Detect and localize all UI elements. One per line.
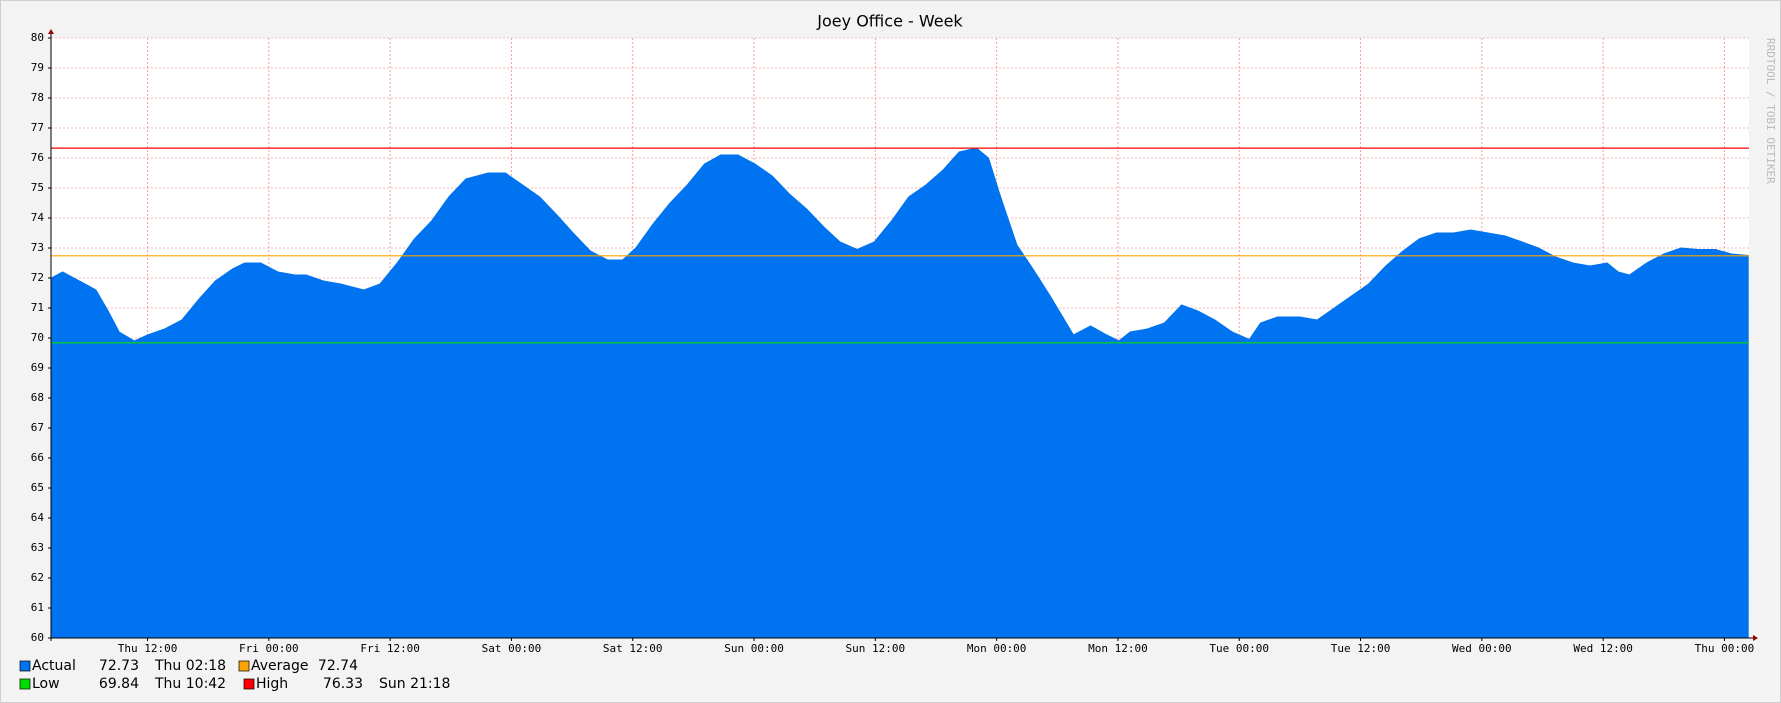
x-tick-label: Sat 12:00: [603, 642, 663, 655]
x-tick-label: Sun 00:00: [724, 642, 784, 655]
x-tick-label: Thu 12:00: [118, 642, 178, 655]
y-tick-label: 79: [31, 61, 44, 74]
x-tick-label: Tue 00:00: [1209, 642, 1269, 655]
legend-label: Average: [251, 658, 309, 674]
watermark: RRDTOOL / TOBI OETIKER: [1764, 38, 1777, 184]
x-tick-label: Wed 00:00: [1452, 642, 1512, 655]
y-tick-label: 80: [31, 31, 44, 44]
legend-swatch: [19, 678, 31, 690]
y-tick-label: 60: [31, 631, 44, 644]
legend-time: Thu 02:18: [154, 658, 226, 674]
y-tick-label: 65: [31, 481, 44, 494]
y-tick-label: 78: [31, 91, 44, 104]
area-fill: [51, 148, 1749, 638]
y-tick-label: 69: [31, 361, 44, 374]
legend-time: Sun 21:18: [379, 676, 450, 692]
y-tick-label: 72: [31, 271, 44, 284]
axis-arrow: [1753, 635, 1758, 641]
y-tick-label: 68: [31, 391, 44, 404]
y-tick-label: 74: [31, 211, 45, 224]
y-tick-label: 76: [31, 151, 44, 164]
x-tick-label: Sun 12:00: [846, 642, 906, 655]
legend-label: High: [256, 676, 288, 692]
legend-value: 76.33: [323, 676, 363, 692]
chart-title: Joey Office - Week: [816, 12, 963, 31]
y-tick-label: 64: [31, 511, 45, 524]
y-tick-label: 70: [31, 331, 44, 344]
x-tick-label: Mon 00:00: [967, 642, 1027, 655]
legend-time: Thu 10:42: [154, 676, 226, 692]
y-tick-label: 67: [31, 421, 44, 434]
y-tick-label: 66: [31, 451, 44, 464]
x-tick-label: Fri 12:00: [360, 642, 420, 655]
legend-swatch: [238, 660, 250, 672]
x-tick-label: Mon 12:00: [1088, 642, 1148, 655]
x-tick-label: Tue 12:00: [1331, 642, 1391, 655]
legend-label: Low: [32, 676, 60, 692]
x-tick-label: Thu 00:00: [1695, 642, 1755, 655]
axis-arrow: [48, 29, 54, 34]
legend-value: 69.84: [99, 676, 139, 692]
x-tick-label: Wed 12:00: [1573, 642, 1633, 655]
legend-label: Actual: [32, 658, 76, 674]
legend-swatch: [243, 678, 255, 690]
y-tick-label: 63: [31, 541, 44, 554]
x-tick-label: Fri 00:00: [239, 642, 299, 655]
x-tick-label: Sat 00:00: [482, 642, 542, 655]
area-line: [51, 147, 1749, 342]
y-tick-label: 62: [31, 571, 44, 584]
y-tick-label: 73: [31, 241, 44, 254]
y-tick-label: 71: [31, 301, 44, 314]
legend-value: 72.74: [318, 658, 358, 674]
legend-value: 72.73: [99, 658, 139, 674]
legend-swatch: [19, 660, 31, 672]
y-tick-label: 77: [31, 121, 44, 134]
y-tick-label: 61: [31, 601, 44, 614]
y-tick-label: 75: [31, 181, 44, 194]
